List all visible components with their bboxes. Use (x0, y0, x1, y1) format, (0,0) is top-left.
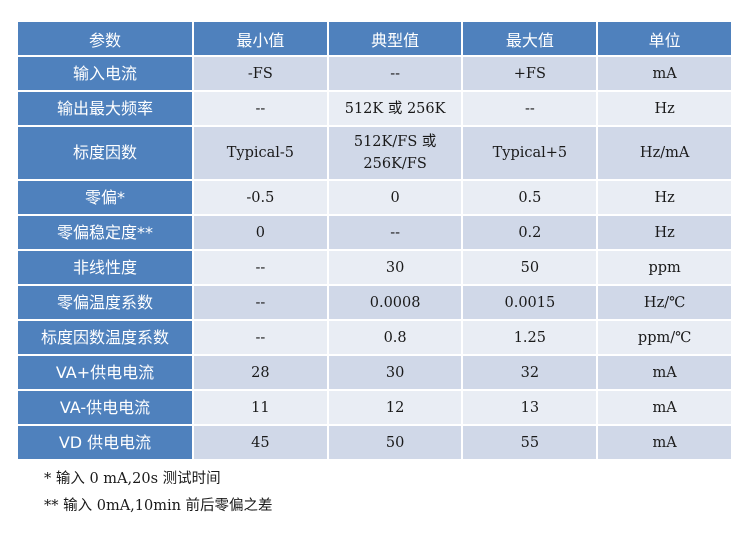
table-row: 标度因数 Typical-5 512K/FS 或 256K/FS Typical+… (18, 127, 731, 179)
table-row: VD 供电电流 45 50 55 mA (18, 426, 731, 459)
header-unit: 单位 (598, 22, 731, 55)
min-cell: -0.5 (193, 181, 327, 214)
param-cell: VA-供电电流 (18, 391, 192, 424)
min-cell: -- (193, 321, 327, 354)
table-row: 非线性度 -- 30 50 ppm (18, 251, 731, 284)
typ-line-1: 512K/FS 或 (353, 134, 437, 150)
table-header-row: 参数 最小值 典型值 最大值 单位 (18, 22, 731, 55)
param-cell: VA+供电电流 (18, 356, 192, 389)
min-cell: -- (193, 92, 327, 125)
unit-cell: mA (598, 356, 731, 389)
min-cell: -FS (193, 57, 327, 90)
param-cell: VD 供电电流 (18, 426, 192, 459)
typ-cell: 512K 或 256K (328, 92, 462, 125)
min-cell: 0 (193, 216, 327, 249)
typ-line-2: 256K/FS (363, 156, 427, 172)
max-cell: 32 (463, 356, 597, 389)
unit-cell: Hz/mA (598, 127, 731, 179)
unit-cell: Hz (598, 181, 731, 214)
header-min: 最小值 (193, 22, 327, 55)
param-cell: 零偏温度系数 (18, 286, 192, 319)
max-cell: +FS (463, 57, 597, 90)
param-cell: 标度因数 (18, 127, 192, 179)
min-cell: -- (193, 251, 327, 284)
typ-cell: 0.8 (328, 321, 462, 354)
table-row: 输入电流 -FS -- +FS mA (18, 57, 731, 90)
min-cell: 45 (193, 426, 327, 459)
unit-cell: Hz (598, 92, 731, 125)
param-cell: 输出最大频率 (18, 92, 192, 125)
table-row: VA-供电电流 11 12 13 mA (18, 391, 731, 424)
param-cell: 标度因数温度系数 (18, 321, 192, 354)
typ-cell: 30 (328, 356, 462, 389)
table-row: VA+供电电流 28 30 32 mA (18, 356, 731, 389)
min-cell: -- (193, 286, 327, 319)
param-cell: 零偏稳定度** (18, 216, 192, 249)
max-cell: 1.25 (463, 321, 597, 354)
table-row: 标度因数温度系数 -- 0.8 1.25 ppm/℃ (18, 321, 731, 354)
typ-cell: -- (328, 57, 462, 90)
min-cell: Typical-5 (193, 127, 327, 179)
max-cell: -- (463, 92, 597, 125)
max-cell: Typical+5 (463, 127, 597, 179)
typ-cell: 50 (328, 426, 462, 459)
typ-cell: 512K/FS 或 256K/FS (328, 127, 462, 179)
max-cell: 55 (463, 426, 597, 459)
typ-cell: 12 (328, 391, 462, 424)
typ-cell: 30 (328, 251, 462, 284)
table-row: 输出最大频率 -- 512K 或 256K -- Hz (18, 92, 731, 125)
unit-cell: ppm/℃ (598, 321, 731, 354)
typ-cell: 0 (328, 181, 462, 214)
unit-cell: mA (598, 426, 731, 459)
param-cell: 输入电流 (18, 57, 192, 90)
typ-cell: -- (328, 216, 462, 249)
footnotes: * 输入 0 mA,20s 测试时间 ** 输入 0mA,10min 前后零偏之… (44, 466, 273, 520)
table-row: 零偏温度系数 -- 0.0008 0.0015 Hz/℃ (18, 286, 731, 319)
max-cell: 0.2 (463, 216, 597, 249)
table-row: 零偏稳定度** 0 -- 0.2 Hz (18, 216, 731, 249)
typ-cell: 0.0008 (328, 286, 462, 319)
spec-table: 参数 最小值 典型值 最大值 单位 输入电流 -FS -- +FS mA 输出最… (16, 20, 733, 461)
footnote-2: ** 输入 0mA,10min 前后零偏之差 (44, 498, 273, 514)
unit-cell: mA (598, 57, 731, 90)
max-cell: 0.5 (463, 181, 597, 214)
header-typ: 典型值 (328, 22, 462, 55)
unit-cell: mA (598, 391, 731, 424)
table-row: 零偏* -0.5 0 0.5 Hz (18, 181, 731, 214)
param-cell: 非线性度 (18, 251, 192, 284)
min-cell: 28 (193, 356, 327, 389)
max-cell: 0.0015 (463, 286, 597, 319)
unit-cell: ppm (598, 251, 731, 284)
param-cell: 零偏* (18, 181, 192, 214)
max-cell: 50 (463, 251, 597, 284)
max-cell: 13 (463, 391, 597, 424)
unit-cell: Hz/℃ (598, 286, 731, 319)
header-param: 参数 (18, 22, 192, 55)
unit-cell: Hz (598, 216, 731, 249)
min-cell: 11 (193, 391, 327, 424)
header-max: 最大值 (463, 22, 597, 55)
footnote-1: * 输入 0 mA,20s 测试时间 (44, 471, 221, 487)
